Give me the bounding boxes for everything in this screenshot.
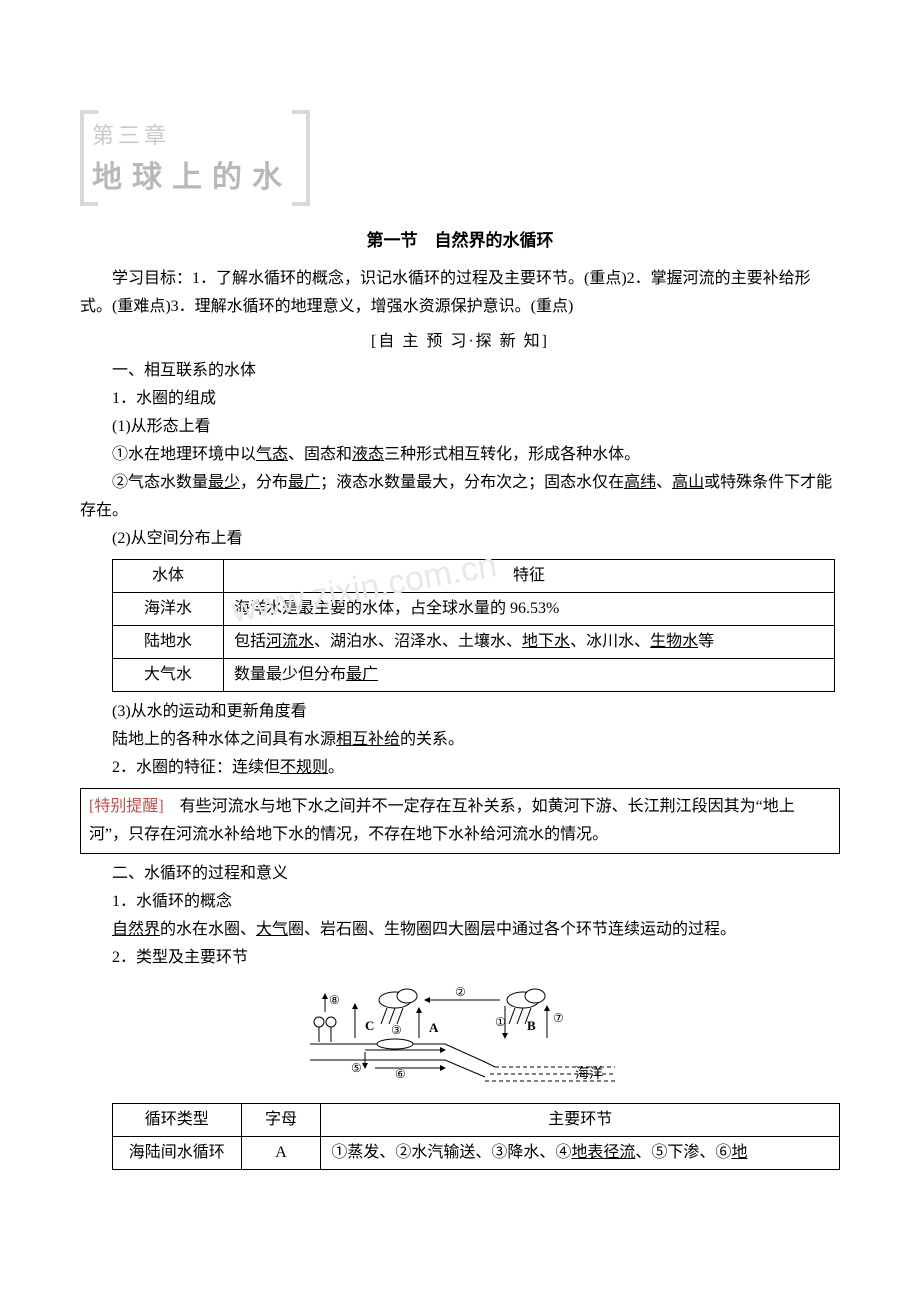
heading-1-1-1: (1)从形态上看 — [80, 413, 840, 441]
para-4: 自然界的水在水圈、大气圈、岩石圈、生物圈四大圈层中通过各个环节连续运动的过程。 — [80, 916, 840, 944]
tree-icon — [314, 1017, 336, 1042]
table-cell: 海陆间水循环 — [113, 1137, 242, 1170]
heading-1-1: 1．水圈的组成 — [80, 385, 840, 413]
chapter-number: 第三章 — [92, 118, 292, 150]
label-3: ③ — [391, 1023, 402, 1037]
heading-1-1-3: (3)从水的运动和更新角度看 — [80, 698, 840, 726]
para-3: 陆地上的各种水体之间具有水源相互补给的关系。 — [80, 726, 840, 754]
table-cell: 数量最少但分布最广 — [224, 659, 835, 692]
ocean-label: 海洋 — [575, 1066, 603, 1082]
heading-1-1-2: (2)从空间分布上看 — [80, 525, 840, 553]
para-1: ①水在地理环境中以气态、固态和液态三种形式相互转化，形成各种水体。 — [80, 441, 840, 469]
label-7: ⑦ — [553, 1011, 564, 1025]
table-header: 水体 — [113, 560, 224, 593]
label-8: ⑧ — [329, 993, 340, 1007]
heading-1-2: 2．水圈的特征：连续但不规则。 — [80, 754, 840, 782]
chapter-title: 地球上的水 — [92, 152, 292, 196]
water-body-table: 水体 特征 海洋水 海洋水是最主要的水体，占全球水量的 96.53% 陆地水 包… — [112, 559, 835, 692]
table-header: 主要环节 — [321, 1104, 840, 1137]
learning-objectives: 学习目标：1．了解水循环的概念，识记水循环的过程及主要环节。(重点)2．掌握河流… — [80, 265, 840, 321]
label-C: C — [365, 1018, 374, 1033]
special-reminder-box: [特别提醒] 有些河流水与地下水之间并不一定存在互补关系，如黄河下游、长江荆江段… — [80, 788, 840, 854]
label-1: ① — [495, 1015, 506, 1029]
label-6: ⑥ — [395, 1067, 406, 1081]
table-cell: 海洋水是最主要的水体，占全球水量的 96.53% — [224, 593, 835, 626]
cycle-type-table: 循环类型 字母 主要环节 海陆间水循环 A ①蒸发、②水汽输送、③降水、④地表径… — [112, 1103, 840, 1170]
chapter-header: 第三章 地球上的水 — [80, 110, 310, 206]
table-row: 循环类型 字母 主要环节 — [113, 1104, 840, 1137]
table-row: 陆地水 包括河流水、湖泊水、沼泽水、土壤水、地下水、冰川水、生物水等 — [113, 626, 835, 659]
table-header: 循环类型 — [113, 1104, 242, 1137]
table-header: 字母 — [241, 1104, 321, 1137]
water-cycle-diagram: ② ⑧ C ③ A ① B ⑦ — [80, 982, 840, 1097]
callout-label: [特别提醒] — [89, 798, 164, 815]
heading-2: 二、水循环的过程和意义 — [80, 860, 840, 888]
table-cell: 陆地水 — [113, 626, 224, 659]
table-cell: 大气水 — [113, 659, 224, 692]
table-cell: A — [241, 1137, 321, 1170]
heading-1: 一、相互联系的水体 — [80, 357, 840, 385]
label-2: ② — [455, 985, 466, 999]
table-row: 海陆间水循环 A ①蒸发、②水汽输送、③降水、④地表径流、⑤下渗、⑥地 — [113, 1137, 840, 1170]
heading-2-1: 1．水循环的概念 — [80, 888, 840, 916]
cloud-icon — [379, 989, 417, 1008]
table-row: 海洋水 海洋水是最主要的水体，占全球水量的 96.53% — [113, 593, 835, 626]
label-A: A — [429, 1020, 439, 1035]
table-cell: 海洋水 — [113, 593, 224, 626]
label-B: B — [527, 1018, 536, 1033]
callout-text: 有些河流水与地下水之间并不一定存在互补关系，如黄河下游、长江荆江段因其为“地上河… — [89, 798, 795, 843]
section-title: 第一节 自然界的水循环 — [80, 226, 840, 251]
label-5: ⑤ — [351, 1061, 362, 1075]
table-row: 水体 特征 — [113, 560, 835, 593]
table-header: 特征 — [224, 560, 835, 593]
sub-heading-preview: [自 主 预 习·探 新 知] — [80, 327, 840, 351]
table-row: 大气水 数量最少但分布最广 — [113, 659, 835, 692]
para-2: ②气态水数量最少，分布最广；液态水数量最大，分布次之；固态水仅在高纬、高山或特殊… — [80, 469, 840, 525]
table-cell: ①蒸发、②水汽输送、③降水、④地表径流、⑤下渗、⑥地 — [321, 1137, 840, 1170]
heading-2-2: 2．类型及主要环节 — [80, 944, 840, 972]
cloud-icon — [507, 989, 545, 1008]
table-cell: 包括河流水、湖泊水、沼泽水、土壤水、地下水、冰川水、生物水等 — [224, 626, 835, 659]
